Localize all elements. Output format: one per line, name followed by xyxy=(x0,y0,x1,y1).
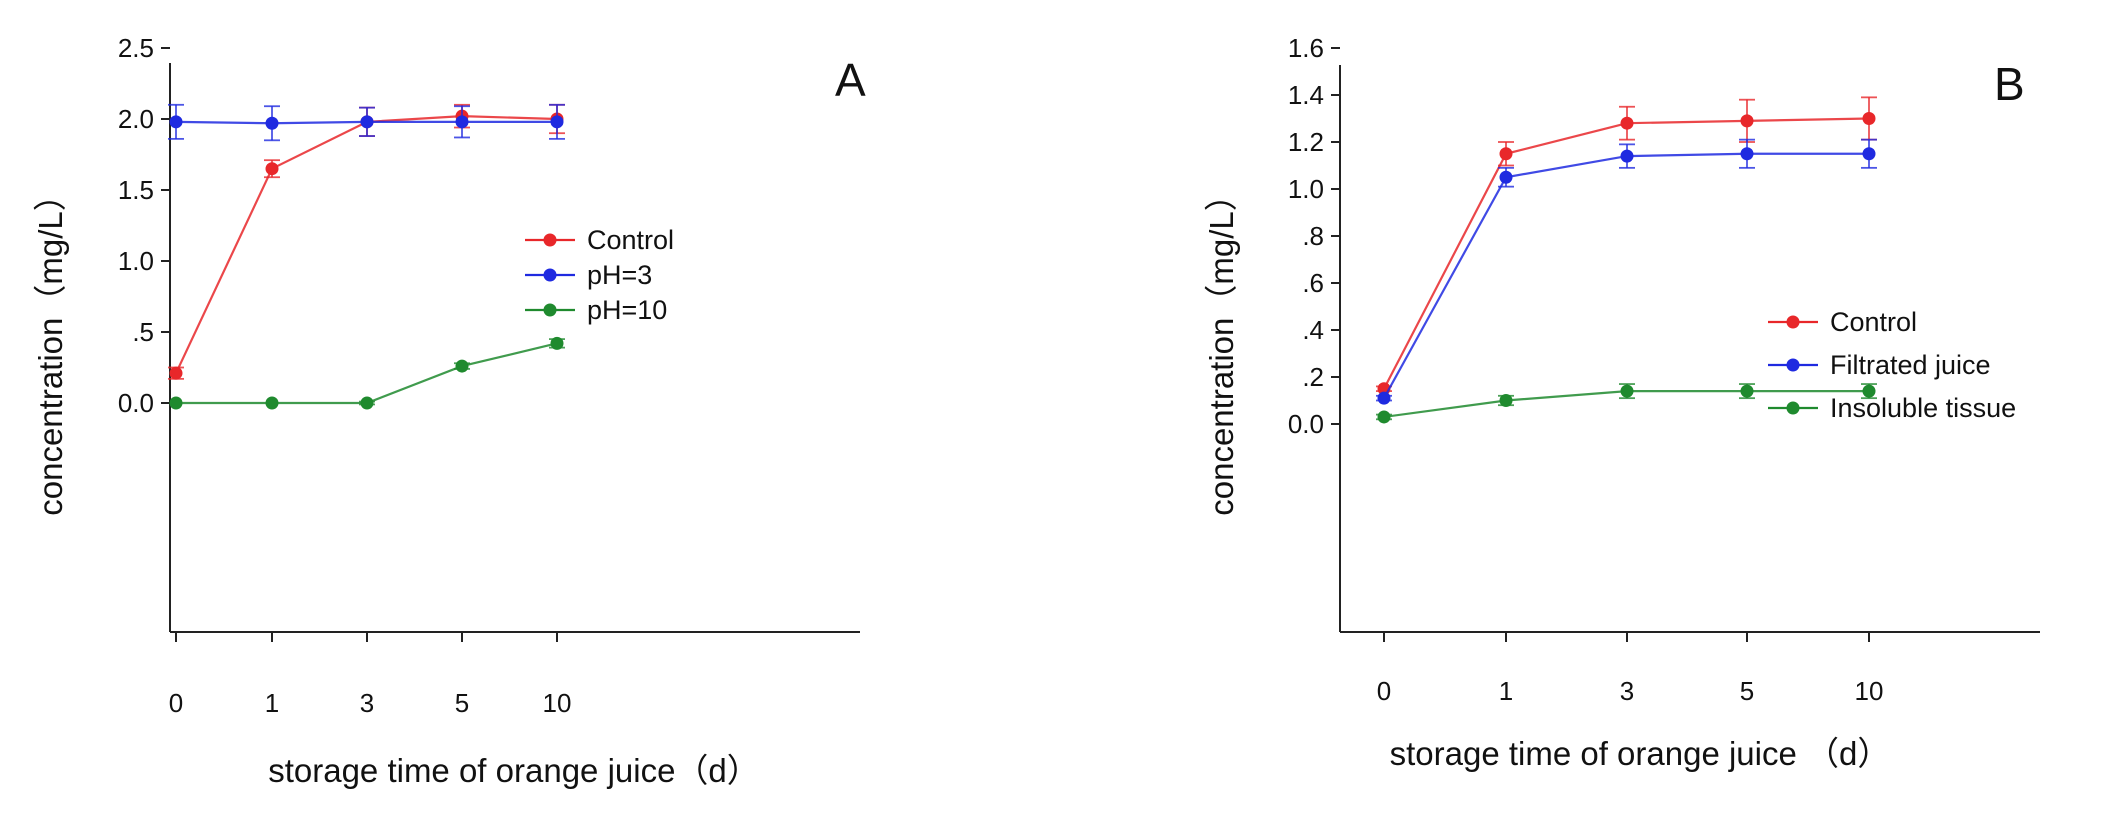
panel-a-series-1 xyxy=(168,103,565,142)
panel-a-legend-label: pH=10 xyxy=(587,295,667,325)
panel-a-label: A xyxy=(835,54,866,106)
panel-b-legend: Control Filtrated juice Insoluble tissue xyxy=(1768,307,2016,423)
panel-a-x-tick-label: 5 xyxy=(455,688,469,718)
panel-b-data-point xyxy=(1499,147,1513,161)
panel-a-legend-label: Control xyxy=(587,225,674,255)
panel-b-y-tick-label: 1.4 xyxy=(1288,80,1324,110)
panel-a-legend-marker xyxy=(543,233,557,247)
panel-b-y-tick-label: .6 xyxy=(1302,268,1324,298)
panel-b-legend-marker xyxy=(1786,315,1800,329)
panel-a-series-line xyxy=(176,342,558,405)
panel-b-y-tick-label: .8 xyxy=(1302,221,1324,251)
panel-b-y-axis-label: concentration（mg/L） xyxy=(1203,178,1240,516)
panel-a-data-point xyxy=(265,396,279,410)
panel-b-legend-label: Control xyxy=(1830,307,1917,337)
panel-a-legend: Control pH=3 pH=10 xyxy=(525,225,674,325)
panel-b-data-point xyxy=(1620,149,1634,163)
panel-a-y-tick-label: 1.5 xyxy=(118,175,154,205)
panel-b-x-ticks: 0 1 3 5 10 xyxy=(1377,632,1884,706)
panel-b-legend-label: Filtrated juice xyxy=(1830,350,1991,380)
panel-b-data-point xyxy=(1377,391,1391,405)
panel-b-data-point xyxy=(1499,394,1513,407)
panel-b-data-point xyxy=(1620,116,1634,130)
panel-b-data-point xyxy=(1862,384,1876,398)
panel-a-series-line xyxy=(175,115,558,374)
panel-a-y-tick-label: 1.0 xyxy=(118,246,154,276)
panel-a-y-axis-label: concentration（mg/L） xyxy=(32,178,69,516)
panel-b-x-axis-label: storage time of orange juice （d） xyxy=(1390,735,1891,772)
panel-a-data-point xyxy=(169,366,183,380)
panel-b-data-point xyxy=(1740,147,1754,161)
panel-b-y-tick-label: 1.0 xyxy=(1288,174,1324,204)
panel-b-x-tick-label: 0 xyxy=(1377,676,1391,706)
panel-a-y-ticks: 0.0 .5 1.0 1.5 2.0 2.5 xyxy=(118,33,170,418)
panel-b-data-point xyxy=(1499,170,1513,184)
panel-a-series-2 xyxy=(169,336,565,410)
panel-a-data-point xyxy=(169,396,183,410)
chart-panel-a: 0.0 .5 1.0 1.5 2.0 2.5 0 1 3 5 10 Control pH=3 pH=1… xyxy=(32,33,866,789)
panel-a-x-axis-label: storage time of orange juice（d） xyxy=(268,752,760,789)
panel-a-legend-label: pH=3 xyxy=(587,260,652,290)
panel-a-data-point xyxy=(455,359,469,373)
panel-a-x-tick-label: 0 xyxy=(169,688,183,718)
panel-b-data-point xyxy=(1740,114,1754,128)
panel-b-data-point xyxy=(1862,112,1876,125)
panel-b-label: B xyxy=(1994,58,2025,110)
panel-b-y-tick-label: 1.2 xyxy=(1288,127,1324,157)
panel-a-data-point xyxy=(550,336,564,350)
panel-b-x-tick-label: 1 xyxy=(1499,676,1513,706)
panel-a-data-point xyxy=(169,115,183,129)
panel-b-x-tick-label: 5 xyxy=(1740,676,1754,706)
panel-b-x-tick-label: 3 xyxy=(1620,676,1634,706)
panel-a-x-tick-label: 1 xyxy=(265,688,279,718)
panel-b-y-tick-label: 1.6 xyxy=(1288,33,1324,63)
panel-b-y-tick-label: 0.0 xyxy=(1288,409,1324,439)
panel-a-data-point xyxy=(455,115,469,129)
panel-a-series xyxy=(168,103,565,410)
panel-a-x-tick-label: 3 xyxy=(360,688,374,718)
panel-a-x-ticks: 0 1 3 5 10 xyxy=(169,632,572,718)
chart-panel-b: 0.0 .2 .4 .6 .8 1.0 1.2 1.4 1.6 0 1 3 5 10 Control Fi… xyxy=(1203,33,2040,772)
panel-b-legend-marker xyxy=(1786,401,1800,415)
panel-a-data-point xyxy=(265,116,279,130)
panel-a-data-point xyxy=(360,115,374,129)
panel-b-y-tick-label: .2 xyxy=(1302,362,1324,392)
panel-b-x-tick-label: 10 xyxy=(1855,676,1884,706)
panel-b-data-point xyxy=(1740,384,1754,398)
panel-b-data-point xyxy=(1377,410,1391,424)
panel-b-y-tick-label: .4 xyxy=(1302,315,1324,345)
panel-a-data-point xyxy=(550,115,564,129)
panel-a-y-tick-label: 2.5 xyxy=(118,33,154,63)
panel-b-data-point xyxy=(1620,384,1634,398)
panel-a-legend-marker xyxy=(543,268,557,282)
panel-a-data-point xyxy=(360,396,374,410)
panel-b-series xyxy=(1376,96,1877,424)
panel-b-series-1 xyxy=(1376,138,1877,405)
panel-b-series-2 xyxy=(1376,383,1877,424)
panel-a-x-tick-label: 10 xyxy=(543,688,572,718)
panel-b-series-0 xyxy=(1376,96,1877,396)
panel-b-legend-marker xyxy=(1786,358,1800,372)
panel-b-legend-label: Insoluble tissue xyxy=(1830,393,2016,423)
panel-a-series-0 xyxy=(168,103,565,380)
panel-b-data-point xyxy=(1862,147,1876,161)
panel-a-y-tick-label: 0.0 xyxy=(118,388,154,418)
panel-a-y-tick-label: 2.0 xyxy=(118,104,154,134)
panel-a-y-tick-label: .5 xyxy=(132,317,154,347)
panel-a-legend-marker xyxy=(543,303,557,317)
panel-b-y-ticks: 0.0 .2 .4 .6 .8 1.0 1.2 1.4 1.6 xyxy=(1288,33,1340,439)
panel-a-data-point xyxy=(265,162,279,176)
